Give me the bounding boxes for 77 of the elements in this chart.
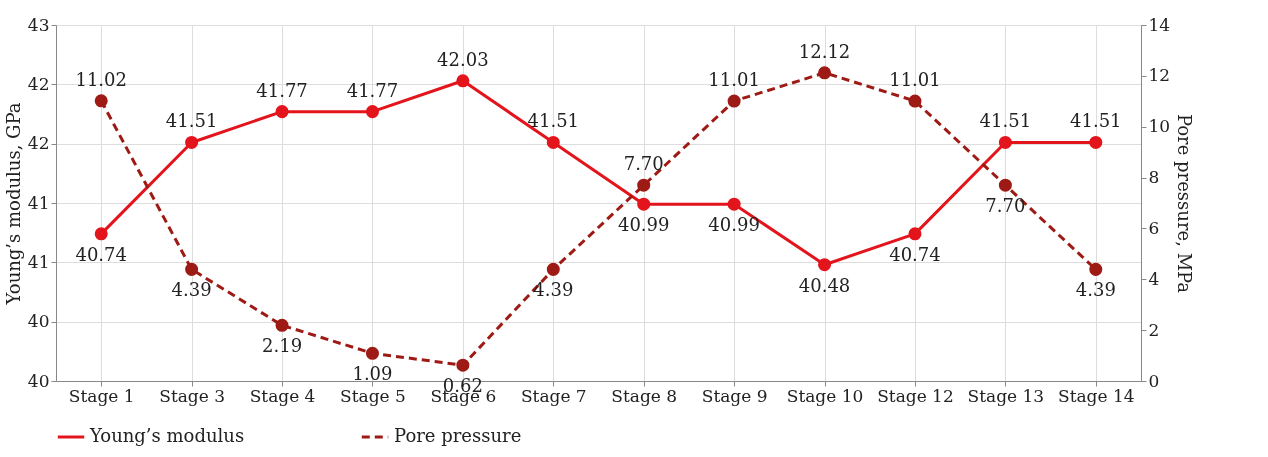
point: [998, 135, 1012, 149]
y2-tick-label: 0: [1148, 370, 1160, 391]
point: [818, 66, 832, 80]
y-tick-label: 40: [27, 311, 50, 332]
data-label: 40.74: [75, 243, 127, 265]
data-label: 41.51: [165, 110, 218, 132]
point: [637, 178, 651, 192]
point: [456, 74, 470, 88]
data-label: 4.39: [1075, 279, 1116, 301]
point: [365, 346, 379, 360]
y2-tick-label: 2: [1148, 319, 1160, 340]
y-tick-label: 42: [27, 133, 50, 154]
point: [185, 262, 199, 276]
data-label: 40.74: [889, 243, 941, 265]
point: [908, 227, 922, 241]
data-label: 41.51: [527, 110, 580, 132]
y-tick-label: 40: [27, 370, 50, 391]
y2-tick-label: 10: [1148, 116, 1171, 137]
data-label: 12.12: [798, 40, 851, 62]
x-tick-label: Stage 3: [159, 385, 226, 406]
data-label: 4.39: [171, 279, 212, 301]
x-tick-label: Stage 8: [611, 385, 678, 406]
point: [908, 94, 922, 108]
y-tick-label: 41: [27, 192, 50, 213]
data-label: 2.19: [262, 335, 303, 357]
point: [998, 178, 1012, 192]
y-tick-label: 42: [27, 73, 50, 94]
y2-tick-label: 14: [1148, 14, 1171, 35]
point: [456, 358, 470, 372]
x-tick-label: Stage 5: [340, 385, 406, 406]
point: [546, 262, 560, 276]
point: [727, 94, 741, 108]
y2-tick-label: 4: [1148, 268, 1160, 289]
legend-label: Young’s modulus: [89, 425, 245, 446]
data-label: 41.77: [256, 79, 308, 101]
data-label: 7.70: [623, 153, 664, 175]
x-tick-label: Stage 10: [786, 385, 864, 406]
point: [1089, 262, 1103, 276]
y2-axis-title: Pore pressure, MPa: [1174, 113, 1196, 294]
legend-label: Pore pressure: [394, 425, 522, 446]
point: [1089, 135, 1103, 149]
data-label: 11.01: [708, 69, 760, 91]
x-tick-label: Stage 13: [967, 385, 1045, 406]
data-label: 1.09: [352, 363, 393, 385]
data-label: 41.51: [979, 110, 1032, 132]
data-label: 11.01: [889, 69, 941, 91]
x-tick-label: Stage 14: [1057, 385, 1135, 406]
point: [818, 258, 832, 272]
data-label: 11.02: [75, 68, 127, 90]
data-label: 7.70: [985, 195, 1026, 217]
y-axis-title: Young’s modulus, GPa: [2, 102, 24, 306]
x-tick-label: Stage 7: [520, 385, 587, 406]
x-tick-label: Stage 4: [249, 385, 316, 406]
point: [727, 197, 741, 211]
point: [275, 318, 289, 332]
data-label: 4.39: [533, 279, 574, 301]
x-tick-label: Stage 1: [68, 385, 135, 406]
data-label: 40.48: [798, 274, 851, 296]
point: [365, 105, 379, 119]
point: [546, 135, 560, 149]
y-tick-label: 41: [27, 251, 50, 272]
data-label: 41.51: [1070, 110, 1122, 132]
y2-tick-label: 8: [1148, 167, 1160, 188]
point: [94, 94, 108, 108]
data-label: 41.77: [346, 79, 399, 101]
x-tick-label: Stage 12: [877, 385, 954, 406]
point: [275, 105, 289, 119]
data-label: 40.99: [708, 214, 760, 236]
y-tick-label: 43: [27, 14, 50, 35]
point: [185, 135, 199, 149]
point: [637, 197, 651, 211]
y2-tick-label: 6: [1148, 217, 1160, 238]
data-label: 42.03: [437, 48, 489, 70]
y2-tick-label: 12: [1148, 65, 1171, 86]
data-label: 40.99: [617, 214, 670, 236]
point: [94, 227, 108, 241]
x-tick-label: Stage 9: [701, 385, 768, 406]
